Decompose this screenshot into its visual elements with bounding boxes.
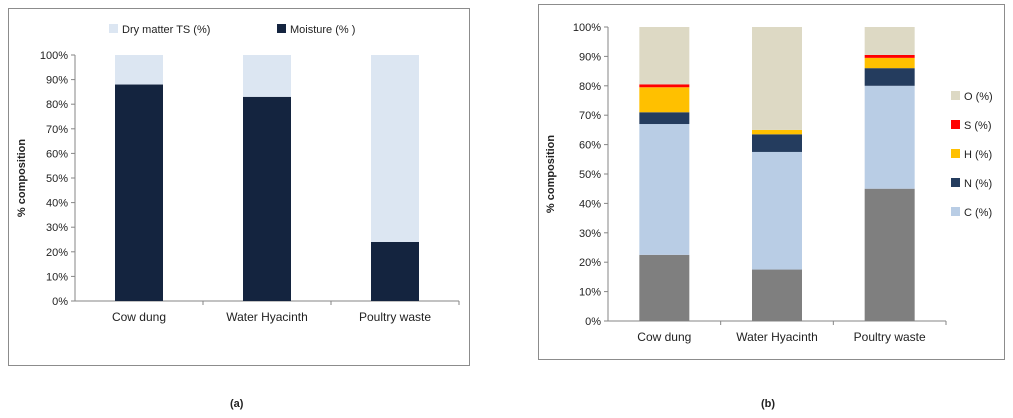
y-tick-label: 70% — [579, 110, 601, 122]
legend-label: N (%) — [964, 178, 992, 190]
y-tick-label: 50% — [579, 169, 601, 181]
y-tick-label: 50% — [46, 173, 68, 185]
bar-segment — [864, 188, 915, 321]
bar-segment — [243, 96, 291, 301]
bar-segment — [752, 27, 802, 130]
bar-segment — [115, 84, 163, 302]
x-tick-label: Water Hyacinth — [736, 330, 818, 344]
bar-segment — [639, 124, 690, 255]
caption-a: (a) — [230, 398, 244, 410]
y-tick-label: 40% — [579, 198, 601, 210]
y-tick-label: 100% — [40, 50, 68, 62]
caption-b: (b) — [761, 398, 776, 410]
y-tick-label: 30% — [579, 228, 601, 240]
x-tick-label: Cow dung — [112, 310, 166, 324]
legend-swatch — [109, 24, 118, 33]
y-tick-label: 40% — [46, 198, 68, 210]
bar-segment — [371, 55, 419, 242]
legend-label: Moisture (% ) — [290, 24, 355, 36]
y-tick-label: 80% — [579, 81, 601, 93]
y-tick-label: 80% — [46, 99, 68, 111]
bar-segment — [639, 84, 690, 88]
y-axis-label: % composition — [545, 135, 557, 214]
legend-swatch — [951, 91, 960, 100]
x-tick-label: Poultry waste — [854, 330, 926, 344]
chart-b: 0% 10% 20% 30% 40% 50% 60% 70% 80% 90% 100% % compo… — [545, 22, 993, 344]
y-tick-label: 60% — [579, 140, 601, 152]
bar-segment — [639, 254, 690, 321]
bar-segment — [752, 134, 802, 152]
y-tick-label: 0% — [585, 316, 601, 328]
bar-segment — [752, 269, 802, 321]
y-tick-label: 10% — [579, 287, 601, 299]
legend-label: S (%) — [964, 120, 992, 132]
y-tick-label: 0% — [52, 296, 68, 308]
y-tick-label: 90% — [579, 51, 601, 63]
legend-swatch — [951, 149, 960, 158]
bar-segment — [864, 85, 915, 189]
bar-segment — [639, 87, 690, 113]
bar-segment — [115, 55, 163, 85]
legend-label: C (%) — [964, 207, 992, 219]
chart-b-panel: 0% 10% 20% 30% 40% 50% 60% 70% 80% 90% 100% % compo… — [538, 4, 1005, 360]
bar-segment — [752, 151, 802, 270]
y-tick-label: 20% — [46, 247, 68, 259]
bar-segment — [864, 57, 915, 69]
y-tick-label: 10% — [46, 271, 68, 283]
legend-swatch — [951, 120, 960, 129]
y-tick-label: 90% — [46, 75, 68, 87]
y-tick-label: 60% — [46, 148, 68, 160]
legend-swatch — [951, 178, 960, 187]
legend-label: O (%) — [964, 91, 993, 103]
x-tick-label: Poultry waste — [359, 310, 431, 324]
bar-segment — [371, 241, 419, 301]
bar-segment — [243, 55, 291, 97]
y-tick-label: 30% — [46, 222, 68, 234]
bar-segment — [864, 68, 915, 86]
legend-swatch — [277, 24, 286, 33]
bar-segment — [639, 112, 690, 125]
bar-segment — [752, 129, 802, 135]
bar-segment — [864, 54, 915, 58]
bar-segment — [864, 27, 915, 55]
y-tick-label: 100% — [573, 22, 601, 34]
x-tick-label: Water Hyacinth — [226, 310, 308, 324]
y-tick-label: 70% — [46, 124, 68, 136]
y-tick-label: 20% — [579, 257, 601, 269]
y-axis-label: % composition — [16, 139, 28, 218]
legend-label: Dry matter TS (%) — [122, 24, 210, 36]
x-tick-label: Cow dung — [637, 330, 691, 344]
legend-label: H (%) — [964, 149, 992, 161]
chart-a: 0% 10% 20% 30% 40% 50% 60% 70% 80% 90% 100% % compo… — [16, 24, 460, 324]
bar-segment — [639, 27, 690, 85]
legend-swatch — [951, 207, 960, 216]
chart-a-panel: 0% 10% 20% 30% 40% 50% 60% 70% 80% 90% 100% % compo… — [8, 8, 470, 366]
